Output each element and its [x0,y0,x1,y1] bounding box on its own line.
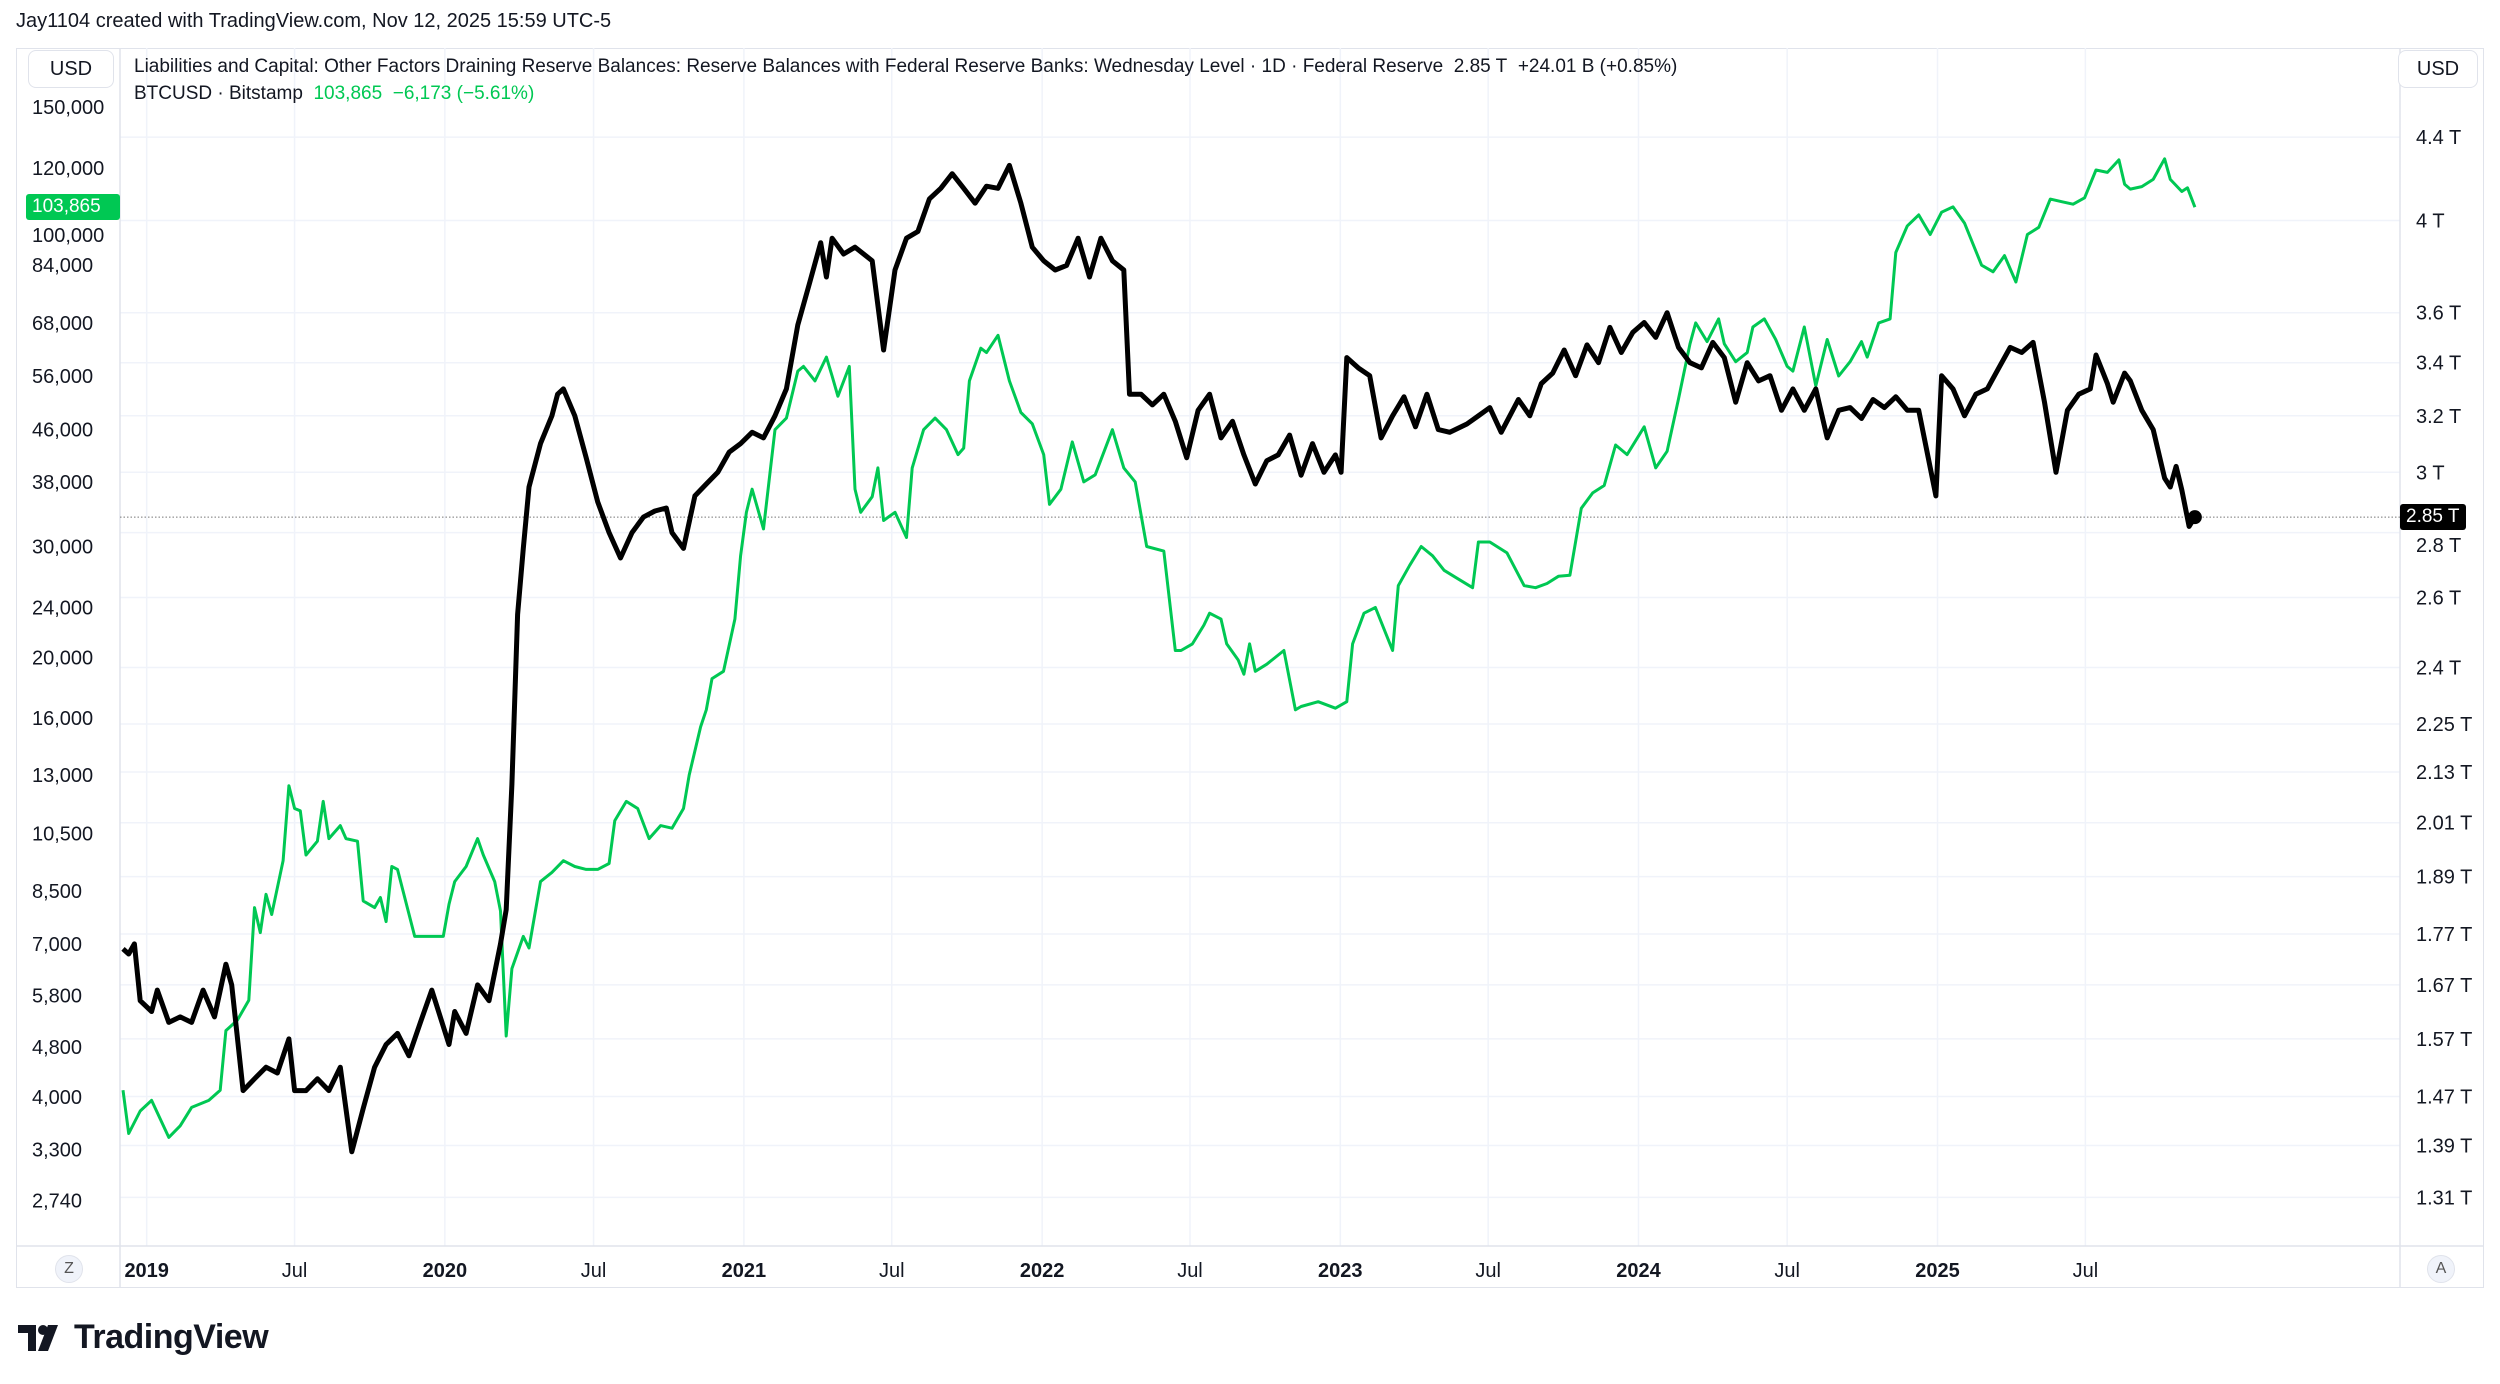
reserves-last-point-marker [2187,510,2202,525]
left-axis-tick-label: 20,000 [32,647,93,669]
reserves-price-tag: 2.85 T [2400,504,2466,531]
legend-btc-change: −6,173 (−5.61%) [392,83,535,104]
chart-frame [16,48,2484,1288]
left-axis-tick-label: 3,300 [32,1140,82,1162]
left-axis-tick-label: 2,740 [32,1190,82,1212]
right-axis-tick-label: 1.67 T [2416,975,2472,997]
time-axis-tick-label: Jul [1475,1260,1501,1282]
time-axis-tick-label: 2020 [423,1260,468,1282]
left-axis-tick-label: 7,000 [32,934,82,956]
left-axis-tick-label: 120,000 [32,158,104,180]
legend-btc[interactable]: BTCUSD · Bitstamp 103,865 −6,173 (−5.61%… [134,83,534,105]
right-axis-tick-label: 3.6 T [2416,303,2461,325]
log-scale-toggle[interactable]: Z [55,1255,83,1283]
right-axis-tick-label: 2.6 T [2416,587,2461,609]
tradingview-brand: TradingView [74,1318,269,1356]
legend-reserves-value: 2.85 T [1453,56,1508,77]
time-axis-tick-label: Jul [2073,1260,2099,1282]
left-axis-tick-label: 100,000 [32,225,104,247]
left-axis-tick-label: 68,000 [32,313,93,335]
left-axis-unit-button[interactable]: USD [28,50,114,88]
time-axis-tick-label: 2023 [1318,1260,1363,1282]
right-axis-unit-button[interactable]: USD [2398,50,2478,88]
left-axis-tick-label: 30,000 [32,536,93,558]
right-axis-tick-label: 4 T [2416,211,2445,233]
right-axis-tick-label: 4.4 T [2416,127,2461,149]
right-axis-tick-label: 1.31 T [2416,1187,2472,1209]
left-axis-tick-label: 150,000 [32,97,104,119]
right-axis-tick-label: 1.57 T [2416,1029,2472,1051]
left-axis-tick-label: 16,000 [32,708,93,730]
legend-reserves-change: +24.01 B (+0.85%) [1517,56,1678,77]
tradingview-logo[interactable]: TradingView [18,1318,269,1357]
left-axis-tick-label: 38,000 [32,472,93,494]
left-axis-tick-label: 4,000 [32,1087,82,1109]
left-axis-tick-label: 5,800 [32,985,82,1007]
right-axis-tick-label: 1.47 T [2416,1087,2472,1109]
btc-price-tag: 103,865 [26,194,120,221]
left-axis-tick-label: 56,000 [32,366,93,388]
right-axis-tick-label: 2.13 T [2416,762,2472,784]
right-axis-tick-label: 2.25 T [2416,714,2472,736]
legend-btc-value: 103,865 [313,83,383,104]
right-axis-tick-label: 2.4 T [2416,658,2461,680]
time-axis-tick-label: 2025 [1915,1260,1960,1282]
right-axis-tick-label: 1.89 T [2416,867,2472,889]
left-axis-tick-label: 10,500 [32,823,93,845]
left-axis-tick-label: 13,000 [32,765,93,787]
auto-scale-toggle[interactable]: A [2427,1255,2455,1283]
tradingview-logo-icon [18,1324,58,1351]
time-axis-tick-label: 2022 [1020,1260,1065,1282]
left-axis-tick-label: 46,000 [32,420,93,442]
time-axis-tick-label: Jul [1177,1260,1203,1282]
left-axis-tick-label: 8,500 [32,881,82,903]
time-axis-tick-label: 2024 [1616,1260,1661,1282]
right-axis-tick-label: 2.01 T [2416,813,2472,835]
right-axis-tick-label: 1.77 T [2416,924,2472,946]
legend-reserves-title: Liabilities and Capital: Other Factors D… [134,56,1444,77]
time-axis-tick-label: Jul [1774,1260,1800,1282]
legend-reserves[interactable]: Liabilities and Capital: Other Factors D… [134,56,1677,78]
btc-price-line [121,157,2197,1139]
chart-credit: Jay1104 created with TradingView.com, No… [16,10,612,32]
legend-btc-title: BTCUSD · Bitstamp [134,83,303,104]
time-axis-tick-label: Jul [879,1260,905,1282]
left-axis-tick-label: 24,000 [32,597,93,619]
time-axis-tick-label: Jul [282,1260,308,1282]
reserve-balances-line [121,162,2198,1155]
right-axis-tick-label: 2.8 T [2416,535,2461,557]
time-axis-tick-label: 2019 [124,1260,169,1282]
time-axis-tick-label: 2021 [722,1260,767,1282]
time-axis-tick-label: Jul [581,1260,607,1282]
left-axis-tick-label: 84,000 [32,255,93,277]
right-axis-tick-label: 3.2 T [2416,406,2461,428]
right-axis-tick-label: 3.4 T [2416,353,2461,375]
left-axis-tick-label: 4,800 [32,1037,82,1059]
right-axis-tick-label: 1.39 T [2416,1135,2472,1157]
right-axis-tick-label: 3 T [2416,462,2445,484]
